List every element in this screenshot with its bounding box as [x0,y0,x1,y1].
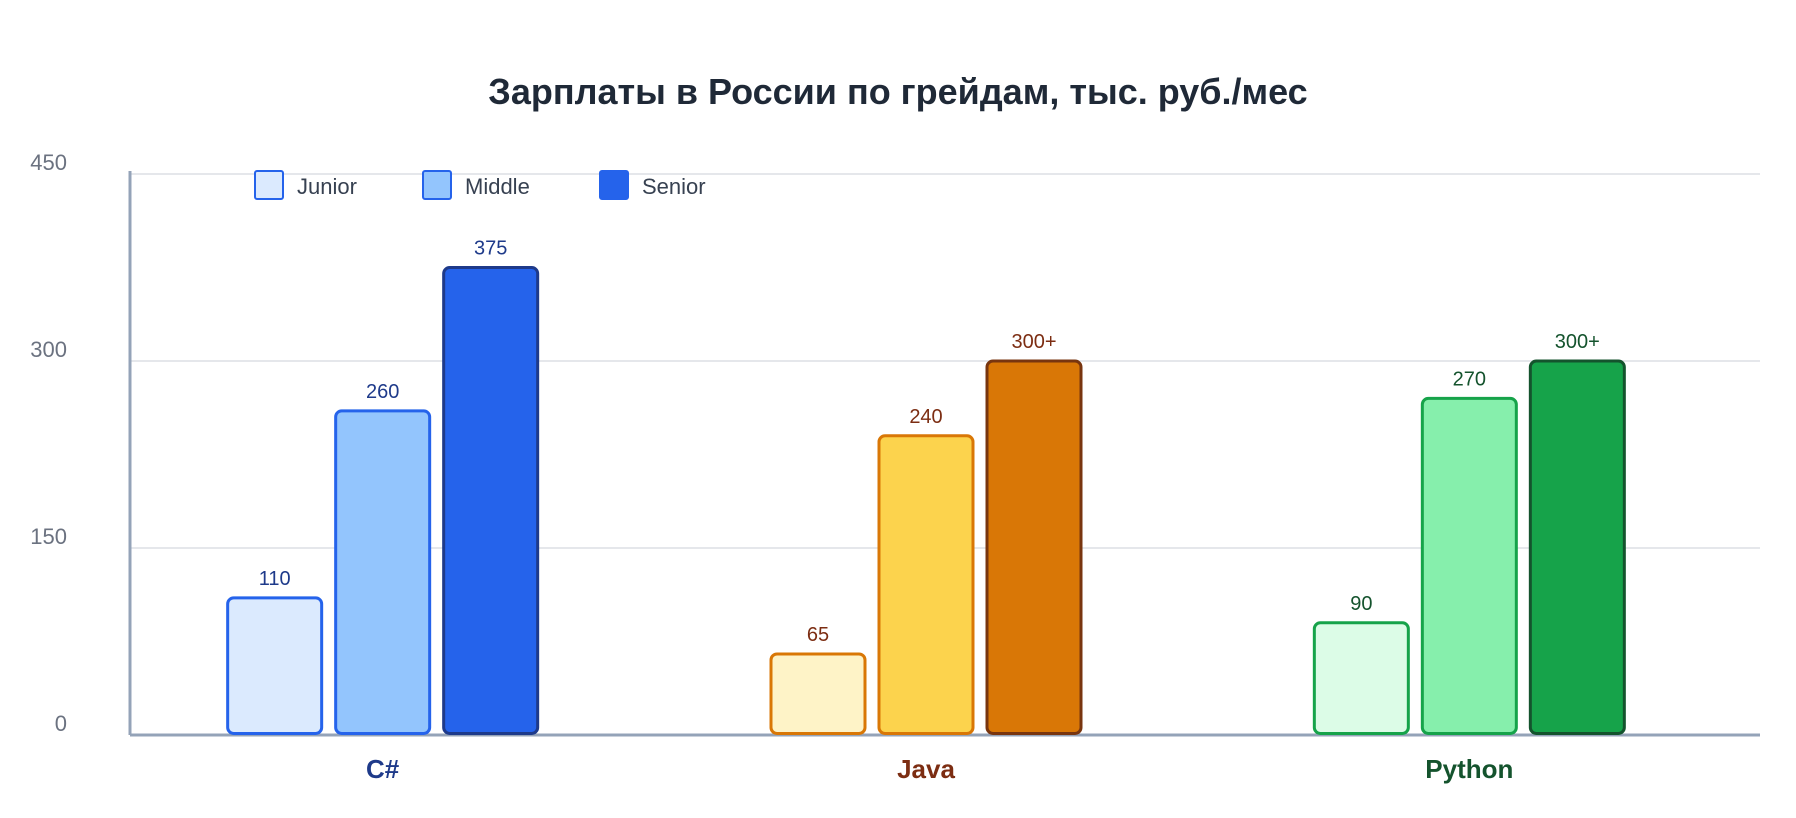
x-tick-label: Python [1425,754,1513,784]
data-label: 270 [1453,368,1486,390]
bar-junior [226,596,324,735]
bar-middle [1420,396,1518,735]
data-label: 300+ [1555,331,1600,353]
data-label: 375 [474,238,507,260]
legend-item-middle[interactable]: Middle [422,170,530,200]
y-tick-label: 300 [30,337,67,362]
legend: Junior Middle Senior [254,170,706,200]
data-label: 260 [366,381,399,403]
x-tick-labels: C# Java Python [366,754,1513,784]
legend-label: Junior [297,174,357,199]
legend-item-senior[interactable]: Senior [599,170,706,200]
y-tick-label: 0 [55,711,67,736]
data-label: 90 [1350,593,1372,615]
bars [226,266,1626,736]
data-label: 110 [259,568,291,590]
y-tick-label: 450 [30,150,67,175]
legend-item-junior[interactable]: Junior [254,170,357,200]
chart-title: Зарплаты в России по грейдам, тыс. руб./… [488,71,1307,112]
bar-senior [985,359,1083,735]
bar-middle [334,409,432,735]
legend-swatch [422,170,452,200]
legend-label: Senior [642,174,706,199]
bar-senior [1528,359,1626,735]
x-tick-label: Java [897,754,955,784]
y-tick-labels: 0 150 300 450 [30,150,67,736]
bar-junior [1312,621,1410,735]
data-label: 65 [807,624,829,646]
bar-junior [769,652,867,736]
bar-middle [877,434,975,735]
data-label: 240 [909,406,942,428]
data-label: 300+ [1011,331,1056,353]
y-tick-label: 150 [30,524,67,549]
bar-senior [442,266,540,735]
bar-labels: 110 260 375 65 240 300+ 90 270 300+ [259,238,1600,646]
legend-swatch [599,170,629,200]
x-tick-label: C# [366,754,400,784]
legend-label: Middle [465,174,530,199]
legend-swatch [254,170,284,200]
